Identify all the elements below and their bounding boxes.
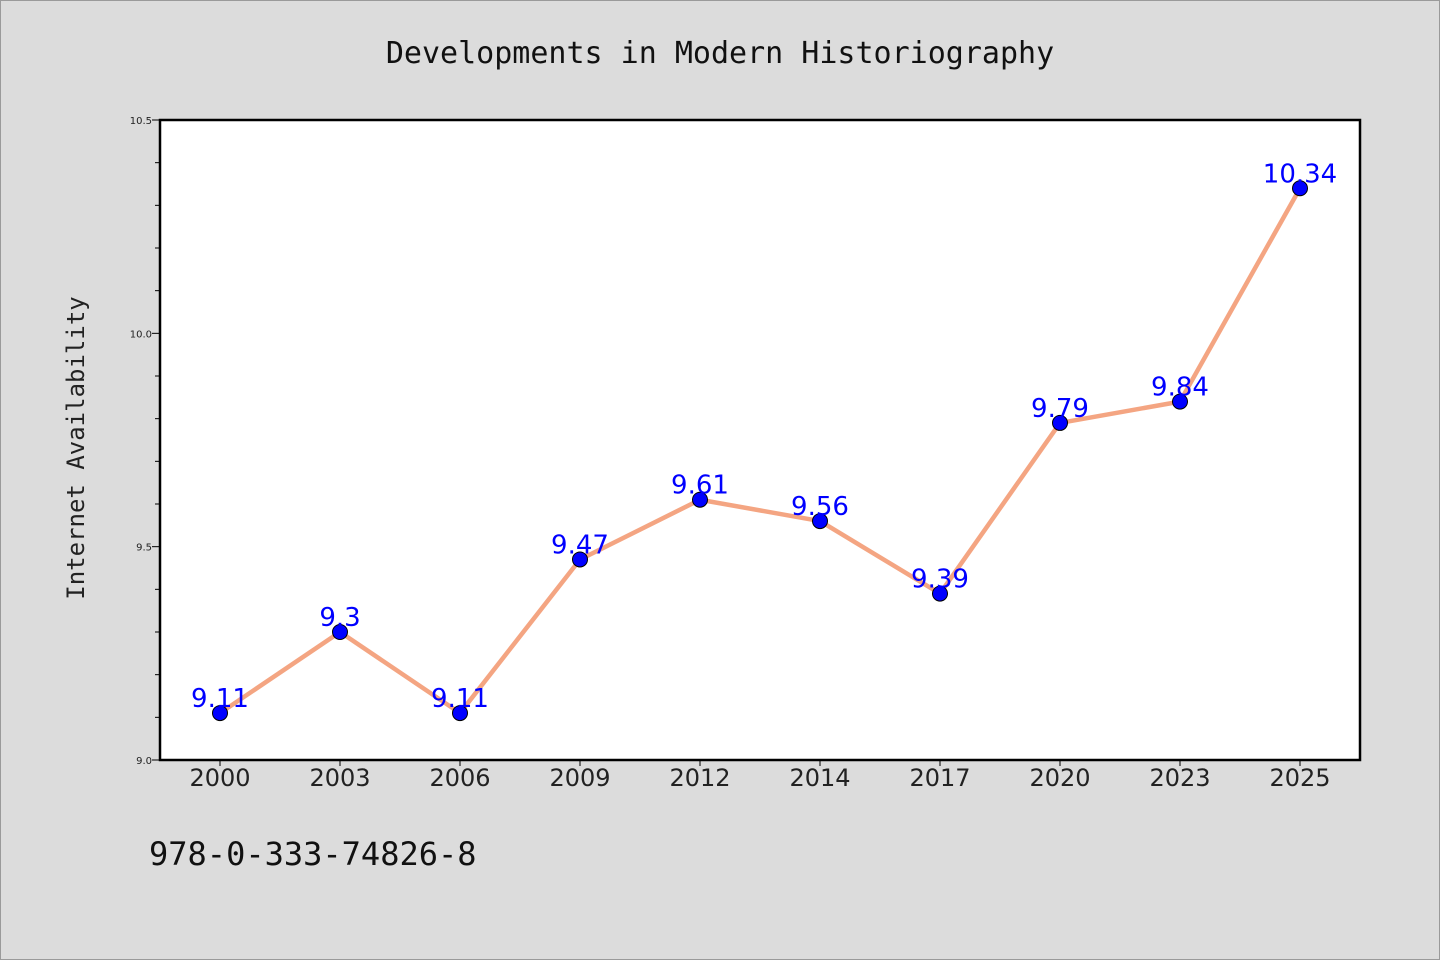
- data-label: 10.34: [1263, 159, 1337, 189]
- data-label: 9.11: [431, 684, 489, 714]
- x-tick-label: 2006: [429, 764, 490, 792]
- data-label: 9.47: [551, 530, 609, 560]
- data-point: [332, 624, 348, 640]
- x-tick-label: 2017: [909, 764, 970, 792]
- x-tick-label: 2003: [309, 764, 370, 792]
- chart-title: Developments in Modern Historiography: [386, 36, 1054, 71]
- y-axis: 9.0 9.5 10.0 10.5: [130, 116, 160, 767]
- data-label: 9.61: [671, 471, 729, 501]
- data-label-group: 9.11 9.3 9.11 9.47 9.61 9.56 9.39 9.79 9.84 10.34: [191, 159, 1337, 714]
- isbn-footer: 978-0-333-74826-8: [149, 835, 477, 873]
- y-tick-label: 9.0: [136, 756, 152, 767]
- y-axis-label: Internet Availability: [62, 296, 90, 599]
- data-point: [452, 705, 468, 722]
- data-label: 9.3: [319, 603, 360, 633]
- data-label: 9.11: [191, 684, 249, 714]
- y-tick-label: 10.5: [130, 116, 152, 127]
- data-point: [572, 551, 588, 568]
- data-label: 9.84: [1151, 373, 1209, 403]
- y-tick-label: 9.5: [136, 543, 152, 554]
- series-line: [218, 187, 1302, 716]
- x-tick-label: 2020: [1029, 764, 1090, 792]
- data-point: [1172, 393, 1188, 410]
- x-tick-label: 2009: [549, 764, 610, 792]
- series-group: [212, 180, 1308, 722]
- data-point: [932, 585, 948, 602]
- x-tick-label: 2000: [189, 764, 250, 792]
- plot-area: [158, 118, 1362, 762]
- data-point: [1292, 180, 1308, 197]
- data-point: [212, 705, 228, 722]
- x-tick-label: 2023: [1149, 764, 1210, 792]
- x-tick-label: 2025: [1269, 764, 1330, 792]
- x-tick-label: 2012: [669, 764, 730, 792]
- y-tick-label: 10.0: [130, 329, 152, 340]
- data-label: 9.39: [911, 565, 969, 595]
- data-point: [1052, 414, 1068, 431]
- data-point: [692, 491, 708, 508]
- data-point: [812, 513, 828, 530]
- data-label: 9.56: [791, 492, 849, 522]
- x-tick-label: 2014: [789, 764, 850, 792]
- x-axis: 2000 2003 2006 2009 2012 2014 2017 2020 2023 2025: [189, 760, 1331, 792]
- data-label: 9.79: [1031, 394, 1089, 424]
